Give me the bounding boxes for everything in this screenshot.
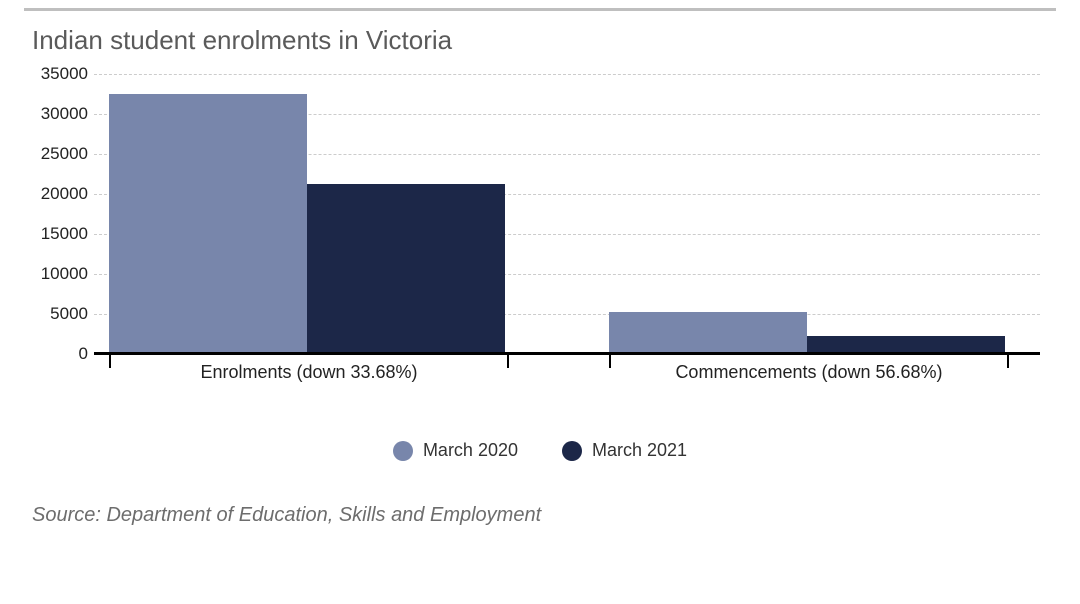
bar	[609, 312, 807, 354]
plot-area	[94, 74, 1040, 354]
legend-item: March 2021	[562, 440, 687, 461]
y-tick-label: 20000	[41, 184, 88, 204]
y-tick-label: 0	[79, 344, 88, 364]
y-axis: 05000100001500020000250003000035000	[32, 74, 94, 354]
legend-label: March 2021	[592, 440, 687, 461]
bar	[307, 184, 505, 354]
y-tick-label: 5000	[50, 304, 88, 324]
top-rule	[24, 8, 1056, 11]
x-axis-baseline	[94, 352, 1040, 355]
x-tick	[109, 354, 111, 368]
x-tick	[507, 354, 509, 368]
x-tick	[609, 354, 611, 368]
y-tick-label: 25000	[41, 144, 88, 164]
legend-label: March 2020	[423, 440, 518, 461]
y-tick-label: 15000	[41, 224, 88, 244]
chart-title: Indian student enrolments in Victoria	[32, 25, 1080, 56]
y-tick-label: 30000	[41, 104, 88, 124]
legend: March 2020 March 2021	[0, 440, 1080, 466]
legend-swatch	[562, 441, 582, 461]
y-tick-label: 35000	[41, 64, 88, 84]
bar-group	[609, 74, 1009, 354]
x-tick	[1007, 354, 1009, 368]
bar-group	[109, 74, 509, 354]
legend-item: March 2020	[393, 440, 518, 461]
x-axis-label: Commencements (down 56.68%)	[675, 362, 942, 383]
source-line: Source: Department of Education, Skills …	[32, 504, 541, 527]
y-tick-label: 10000	[41, 264, 88, 284]
bar	[109, 94, 307, 354]
x-axis-label: Enrolments (down 33.68%)	[200, 362, 417, 383]
legend-swatch	[393, 441, 413, 461]
